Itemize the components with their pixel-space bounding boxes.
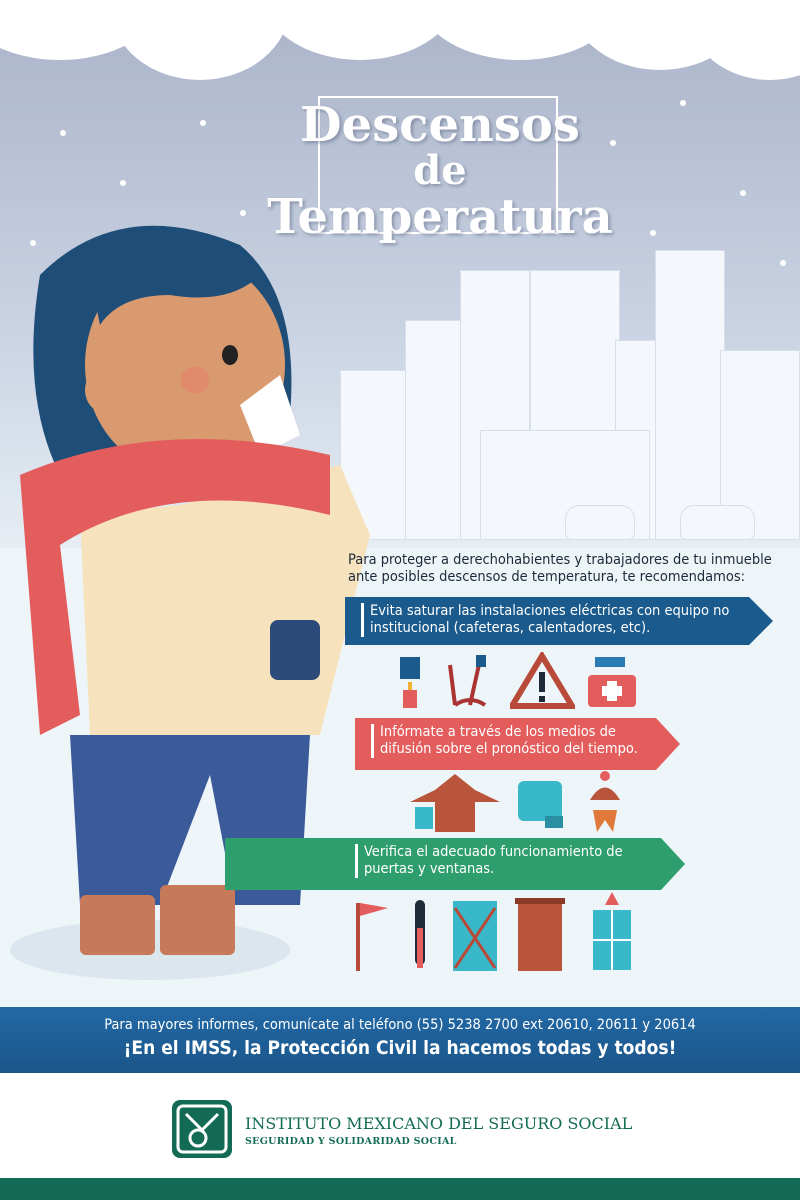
warning-triangle-icon: [510, 652, 575, 709]
logo-area: [0, 1073, 800, 1178]
matches-candle-icon: [400, 657, 420, 708]
first-aid-kit-icon: [588, 657, 636, 707]
intro-text: Para proteger a derechohabientes y traba…: [348, 552, 772, 585]
bottom-bar: [0, 1178, 800, 1200]
recommendation-forecast: Infórmate a través de los medios de difu…: [355, 718, 680, 770]
warm-clothes-icon: [410, 774, 500, 832]
jumper-cables-icon: [448, 655, 487, 707]
recommendation-electrical: Evita saturar las instalaciones eléctric…: [345, 597, 773, 645]
girl-with-cold-illustration: [10, 225, 370, 980]
slogan: ¡En el IMSS, la Protección Civil la hace…: [123, 1037, 677, 1059]
contact-footer: Para mayores informes, comunícate al tel…: [0, 1007, 800, 1073]
title-frame: [318, 96, 558, 234]
blanket-icon: [518, 781, 563, 828]
winter-hat-scarf-icon: [590, 771, 620, 832]
organization-name: INSTITUTO MEXICANO DEL SEGURO SOCIAL SEG…: [245, 1114, 633, 1147]
recommendation-doors-windows: Verifica el adecuado funcionamiento de p…: [225, 838, 685, 890]
page-title: Descensos de Temperatura: [267, 97, 613, 246]
door-icon: [515, 898, 565, 971]
thermometer-icon: [415, 900, 425, 968]
imss-logo: [172, 1100, 232, 1158]
window-frost-icon: [453, 901, 497, 971]
contact-info: Para mayores informes, comunícate al tel…: [104, 1017, 696, 1033]
flag-icon: [356, 903, 388, 971]
window-icon: [593, 892, 631, 970]
